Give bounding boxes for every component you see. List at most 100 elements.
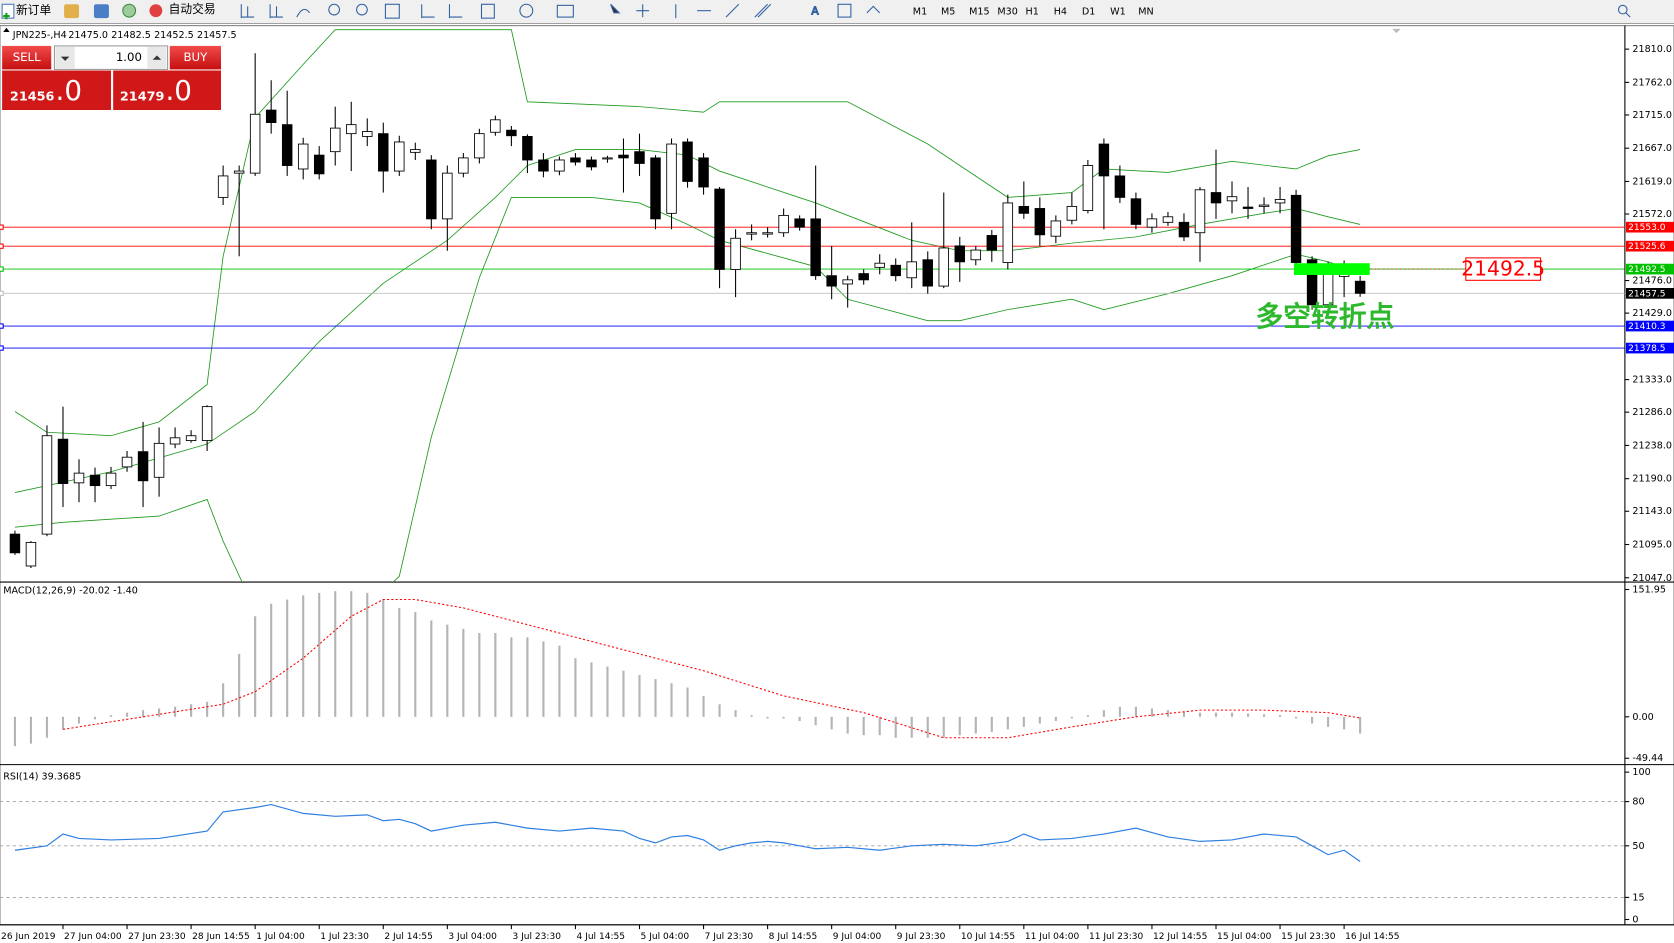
sell-price: 21456 — [10, 90, 55, 105]
timeframe-buttons: M1 M5 M15 M30 H1 H4 D1 W1 MN — [913, 7, 1154, 18]
y-tick-label: 0 — [1632, 915, 1638, 926]
candle-body — [986, 235, 998, 251]
candle-body — [169, 437, 181, 445]
level-handle[interactable] — [0, 224, 4, 230]
candle-body — [586, 159, 597, 168]
x-tick-label: 26 Jun 2019 — [1, 932, 56, 942]
candle-body — [458, 157, 469, 174]
timeframe-button[interactable]: MN — [1138, 7, 1153, 18]
timeframe-button[interactable]: M5 — [941, 7, 955, 18]
timeframe-button[interactable]: M15 — [969, 7, 989, 18]
x-tick-label: 10 Jul 14:55 — [961, 932, 1015, 942]
lots-value[interactable]: 1.00 — [116, 50, 142, 64]
level-handle[interactable] — [0, 266, 4, 272]
buy-button[interactable] — [169, 45, 221, 70]
candle-body — [810, 218, 821, 277]
axes: 21810.0 21762.0 21715.0 21667.0 21619.0 21572… — [1, 44, 1674, 942]
candle-body — [1258, 204, 1270, 207]
timeframe-button[interactable]: H1 — [1026, 7, 1039, 18]
y-tick-label: 21572.0 — [1632, 209, 1672, 220]
candle-body — [538, 159, 549, 172]
chart-symbol: JPN225-,H4 — [12, 30, 67, 41]
level-handle[interactable] — [0, 243, 4, 249]
candle-body — [121, 456, 133, 468]
sell-price-fraction: .0 — [56, 74, 82, 107]
svg-text:A: A — [811, 5, 819, 18]
price-plot — [0, 29, 1625, 583]
x-tick-label: 11 Jul 04:00 — [1025, 932, 1080, 942]
candle-body — [778, 214, 789, 234]
candle-body — [1226, 196, 1238, 202]
level-handle[interactable] — [0, 323, 4, 329]
auto-trading-label[interactable]: 自动交易 — [169, 2, 216, 16]
candle-body — [762, 232, 773, 235]
y-tick-label: 80 — [1632, 797, 1644, 808]
timeframe-button[interactable]: M1 — [913, 7, 927, 18]
timeframe-button[interactable]: M30 — [997, 7, 1017, 18]
timeframe-button[interactable]: H4 — [1054, 7, 1067, 18]
macd-title: MACD(12,26,9) -20.02 -1.40 — [3, 586, 138, 597]
collapse-arrow[interactable] — [3, 27, 10, 33]
candle-body — [25, 541, 37, 567]
level-label: 21410.3 — [1628, 322, 1666, 332]
sell-label[interactable]: SELL — [13, 50, 41, 64]
lots-box[interactable] — [53, 45, 169, 70]
candle-body — [714, 188, 725, 270]
x-tick-label: 5 Jul 04:00 — [641, 932, 690, 942]
y-tick-label: 21762.0 — [1632, 77, 1672, 88]
y-tick-label: 151.95 — [1632, 585, 1666, 596]
level-label-bg — [1625, 263, 1674, 275]
candle-body — [1274, 199, 1286, 204]
y-tick-label: 21715.0 — [1632, 110, 1672, 121]
sell-price-box[interactable] — [2, 70, 112, 110]
new-order-button[interactable]: 新订单 — [1, 3, 51, 20]
candle-body — [682, 141, 693, 182]
sell-button[interactable] — [2, 45, 52, 70]
x-tick-label: 8 Jul 14:55 — [769, 932, 818, 942]
candle-body — [313, 154, 325, 175]
candle-body — [794, 218, 805, 228]
candle-body — [281, 124, 293, 166]
x-tick-label: 1 Jul 04:00 — [256, 932, 305, 942]
candle-body — [378, 133, 389, 172]
timeframe-button[interactable]: D1 — [1082, 7, 1095, 18]
candle-body — [1178, 221, 1190, 238]
y-tick-label: 21667.0 — [1632, 143, 1672, 154]
x-tick-label: 3 Jul 04:00 — [448, 932, 497, 942]
candle-body — [506, 129, 517, 137]
x-tick-label: 9 Jul 04:00 — [833, 932, 882, 942]
buy-price: 21479 — [120, 90, 165, 105]
buy-label[interactable]: BUY — [183, 50, 208, 64]
level-handle[interactable] — [0, 345, 4, 351]
y-tick-label: 21143.0 — [1632, 506, 1672, 517]
buy-price-box[interactable] — [113, 70, 221, 110]
candle-body — [1114, 175, 1126, 198]
candle-body — [490, 119, 501, 133]
candle-body — [73, 472, 85, 484]
x-tick-label: 11 Jul 23:30 — [1089, 932, 1144, 942]
candle-body — [346, 124, 357, 135]
candle-body — [297, 143, 309, 170]
candle-body — [618, 154, 629, 159]
y-tick-label: 0.00 — [1632, 712, 1653, 723]
timeframe-button[interactable]: W1 — [1110, 7, 1126, 18]
candle-body — [730, 237, 741, 270]
new-order-label[interactable]: 新订单 — [16, 3, 51, 17]
candle-body — [554, 159, 565, 172]
candle-body — [906, 261, 917, 279]
y-tick-label: 50 — [1632, 841, 1644, 852]
candle-body — [970, 249, 982, 261]
x-tick-label: 15 Jul 04:00 — [1217, 932, 1272, 942]
callout-label: 21492.5 — [1461, 257, 1545, 281]
level-handle[interactable] — [0, 290, 4, 297]
candle-body — [201, 406, 213, 442]
x-tick-label: 27 Jun 04:00 — [64, 932, 122, 942]
bollinger-band — [14, 29, 1361, 437]
x-tick-label: 12 Jul 14:55 — [1153, 932, 1207, 942]
candle-body — [1018, 205, 1030, 214]
candle-body — [746, 232, 757, 235]
level-label: 21457.5 — [1628, 289, 1665, 299]
candle-body — [105, 472, 117, 487]
